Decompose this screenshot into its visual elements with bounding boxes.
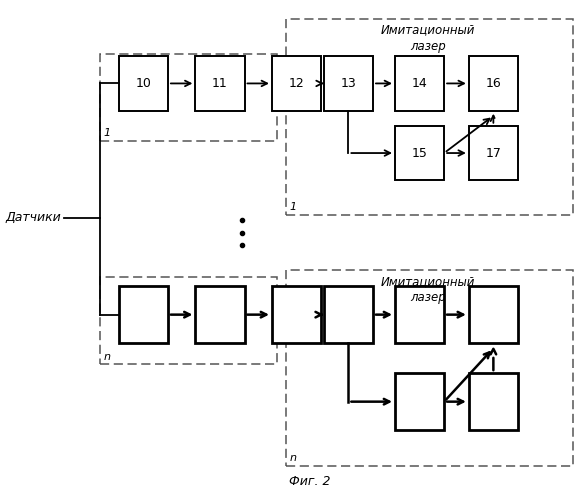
Text: 13: 13 [340, 77, 356, 90]
Text: 15: 15 [412, 146, 428, 160]
Bar [119, 56, 168, 111]
Text: 12: 12 [288, 77, 304, 90]
Bar [324, 286, 373, 343]
Bar [469, 126, 518, 180]
Text: n: n [104, 352, 111, 362]
Bar [395, 126, 444, 180]
Text: 14: 14 [412, 77, 428, 90]
Bar [99, 278, 277, 364]
Bar [469, 56, 518, 111]
Text: 16: 16 [486, 77, 501, 90]
Bar [119, 286, 168, 343]
Bar [285, 270, 573, 466]
Bar [395, 286, 444, 343]
Bar [272, 56, 321, 111]
Bar [99, 54, 277, 141]
Text: 1: 1 [290, 202, 297, 211]
Bar [285, 19, 573, 215]
Text: 1: 1 [104, 128, 111, 138]
Text: Фиг. 2: Фиг. 2 [290, 474, 331, 488]
Text: n: n [290, 453, 297, 463]
Bar [395, 56, 444, 111]
Text: Имитационный
лазер: Имитационный лазер [381, 275, 475, 304]
Text: Датчики: Датчики [6, 211, 61, 224]
Bar [395, 373, 444, 430]
Bar [469, 373, 518, 430]
Bar [195, 286, 245, 343]
Text: Имитационный
лазер: Имитационный лазер [381, 24, 475, 53]
Text: 17: 17 [486, 146, 501, 160]
Bar [195, 56, 245, 111]
Text: 10: 10 [136, 77, 152, 90]
Text: 11: 11 [212, 77, 228, 90]
Bar [324, 56, 373, 111]
Bar [469, 286, 518, 343]
Bar [272, 286, 321, 343]
